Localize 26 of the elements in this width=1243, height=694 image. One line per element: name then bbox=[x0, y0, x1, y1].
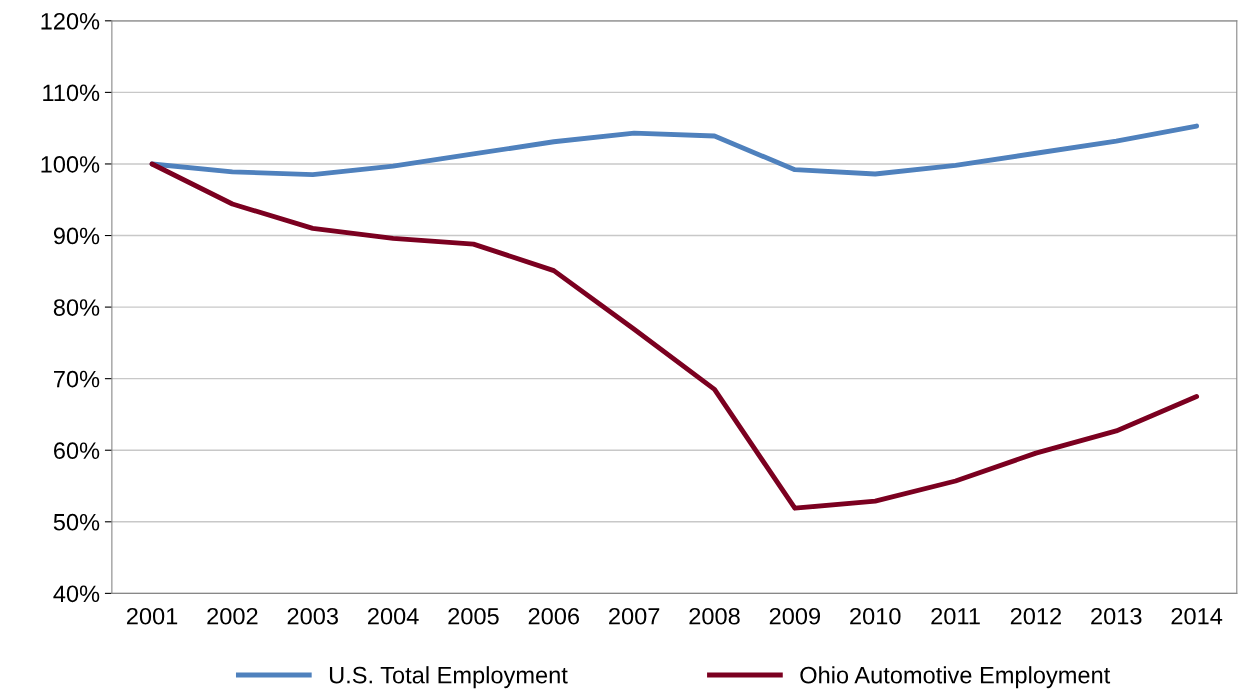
y-tick-label: 110% bbox=[43, 84, 100, 102]
y-tick-label: 60% bbox=[54, 442, 100, 460]
x-tick-label: 2003 bbox=[287, 607, 338, 625]
line-series bbox=[149, 161, 1200, 511]
x-tick-label: 2004 bbox=[368, 607, 419, 625]
y-tick-label: 100% bbox=[41, 156, 100, 173]
x-tick-label: 2012 bbox=[1010, 607, 1061, 625]
legend-label: Ohio Automotive Employment bbox=[800, 666, 1111, 689]
x-tick-label: 2006 bbox=[528, 607, 580, 625]
y-tick-label: 120% bbox=[41, 12, 100, 30]
x-tick-label: 2002 bbox=[207, 607, 258, 625]
x-tick-label: 2014 bbox=[1171, 607, 1223, 625]
x-tick-label: 2001 bbox=[126, 607, 178, 625]
x-tick-label: 2013 bbox=[1091, 607, 1142, 625]
y-tick-label: 50% bbox=[53, 513, 100, 531]
x-tick-label: 2008 bbox=[689, 607, 740, 625]
x-tick-label: 2011 bbox=[931, 607, 980, 625]
y-tick-label: 90% bbox=[53, 227, 100, 245]
y-tick-label: 80% bbox=[53, 299, 100, 316]
legend-label: U.S. Total Employment bbox=[329, 666, 568, 689]
y-tick-label: 40% bbox=[53, 585, 100, 603]
y-tick-label: 70% bbox=[54, 370, 100, 388]
x-tick-label: 2005 bbox=[448, 607, 499, 625]
x-tick-label: 2010 bbox=[850, 607, 901, 625]
x-tick-label: 2009 bbox=[769, 607, 820, 625]
x-tick-label: 2007 bbox=[609, 607, 660, 625]
